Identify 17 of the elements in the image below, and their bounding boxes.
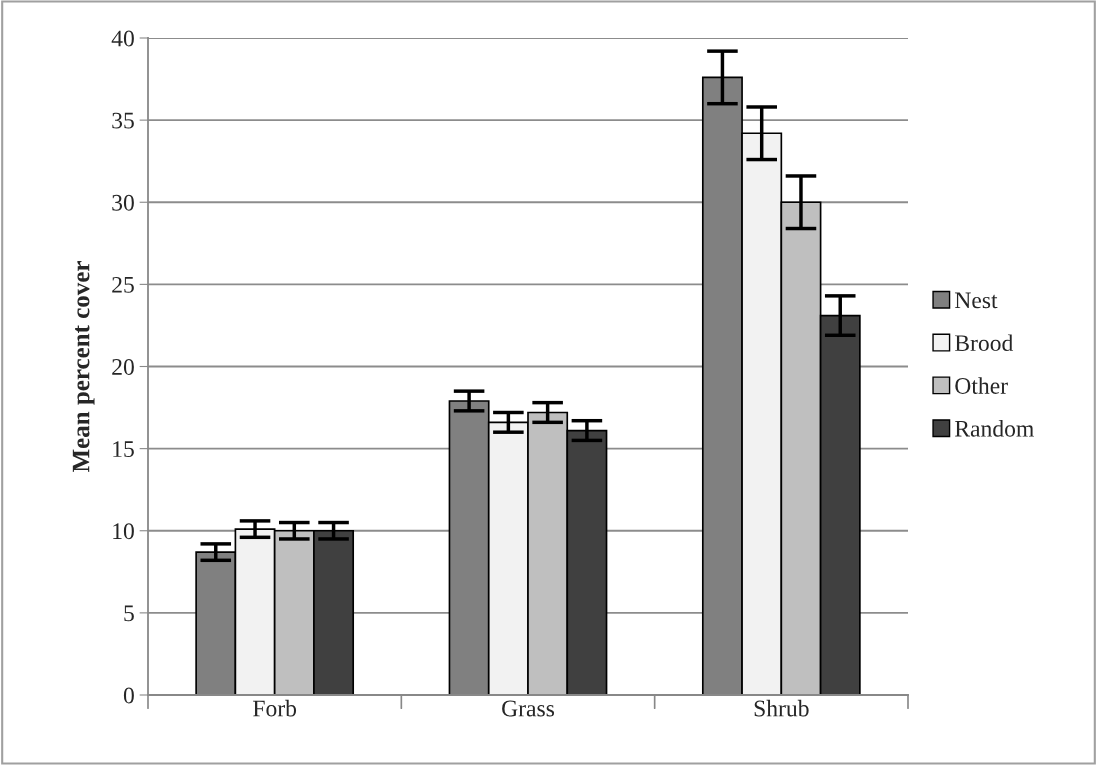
x-tick-label: Forb (253, 699, 297, 717)
y-tick-label: 30 (112, 194, 134, 211)
y-tick-label: 20 (112, 358, 134, 375)
legend-label: Other (955, 377, 1008, 394)
y-tick-label: 35 (112, 112, 134, 129)
y-tick-label: 40 (111, 30, 134, 47)
y-tick-label: 0 (123, 687, 134, 704)
x-tick-label: Grass (502, 700, 555, 717)
y-tick-label: 25 (112, 276, 134, 293)
y-axis-title: Mean percent cover (72, 261, 95, 473)
legend-label: Nest (954, 292, 998, 309)
y-tick-label: 10 (113, 523, 134, 540)
y-tick-label: 15 (113, 441, 134, 458)
y-tick-label: 5 (124, 605, 134, 622)
legend-label: Brood (954, 334, 1014, 352)
legend-label: Random (954, 420, 1034, 437)
x-tick-label: Shrub (754, 699, 809, 717)
